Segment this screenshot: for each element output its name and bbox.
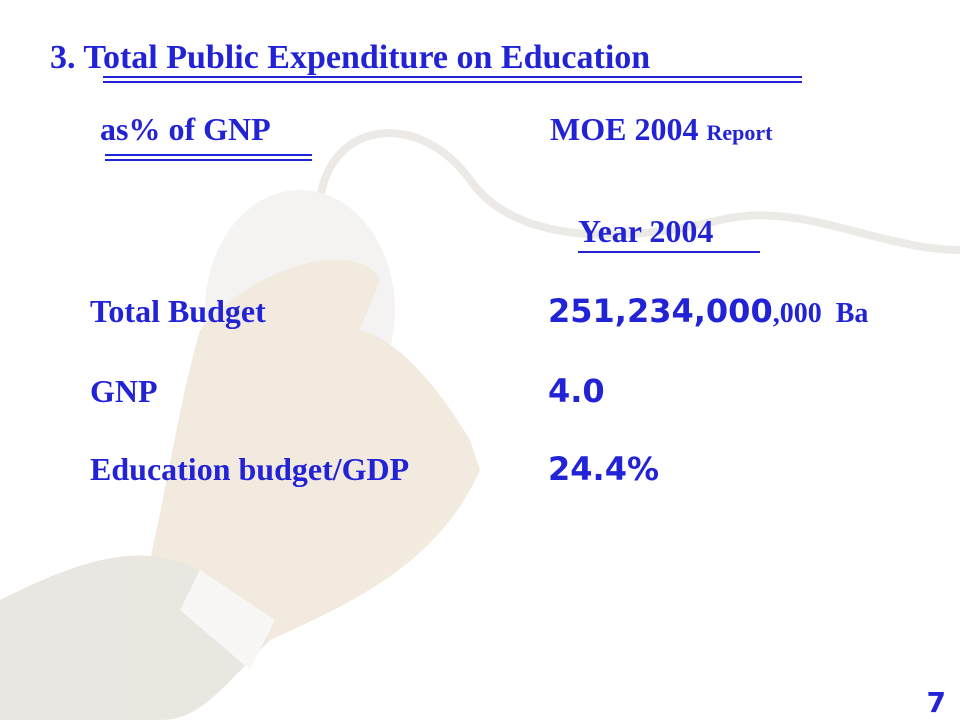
- page-number: 7: [927, 686, 946, 719]
- row-value-suffix: ,000 Ba: [773, 298, 869, 329]
- background-illustration: [0, 129, 960, 720]
- row-value: 4.0: [548, 372, 605, 410]
- source: MOE 2004 Report: [550, 111, 773, 147]
- slide-title: 3. Total Public Expenditure on Education: [50, 39, 650, 76]
- row-label: GNP: [90, 373, 158, 409]
- row-value: 24.4%: [548, 450, 659, 488]
- source-suffix: Report: [706, 120, 773, 145]
- year-header: Year 2004: [578, 213, 713, 249]
- row-value-main: 251,234,000: [548, 292, 773, 330]
- row-value: 251,234,000,000 Ba: [548, 292, 868, 330]
- row-label: Total Budget: [90, 293, 266, 329]
- source-name: MOE 2004: [550, 111, 698, 147]
- subtitle: as% of GNP: [100, 111, 271, 147]
- row-label: Education budget/GDP: [90, 451, 409, 487]
